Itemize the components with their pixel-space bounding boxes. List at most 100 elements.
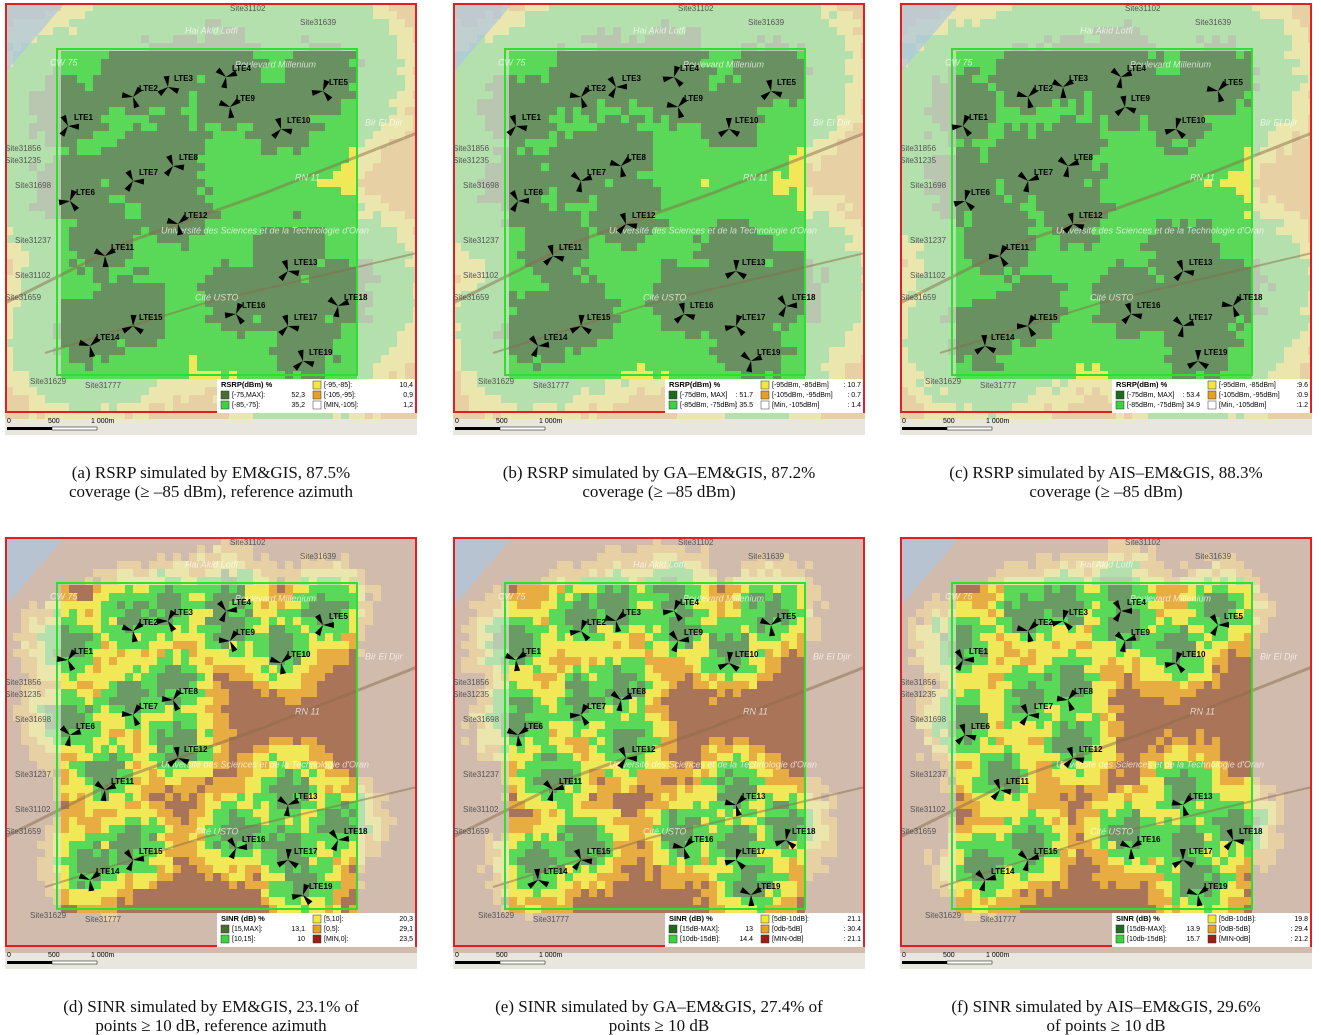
coverage-cell: [173, 235, 181, 243]
coverage-cell: [589, 147, 597, 155]
coverage-cell: [213, 91, 221, 99]
coverage-cell: [261, 203, 269, 211]
coverage-cell: [189, 251, 197, 259]
legend-swatch: [221, 391, 229, 399]
coverage-cell: [285, 339, 293, 347]
coverage-cell: [653, 339, 661, 347]
coverage-cell: [61, 331, 69, 339]
coverage-cell: [229, 243, 237, 251]
coverage-cell: [109, 403, 117, 411]
coverage-cell: [717, 211, 725, 219]
coverage-cell: [221, 211, 229, 219]
coverage-cell: [373, 251, 381, 259]
coverage-cell: [77, 235, 85, 243]
coverage-cell: [285, 195, 293, 203]
coverage-cell: [653, 75, 661, 83]
coverage-cell: [333, 147, 341, 155]
coverage-cell: [317, 51, 325, 59]
coverage-cell: [469, 259, 477, 267]
coverage-cell: [221, 323, 229, 331]
coverage-cell: [333, 251, 341, 259]
coverage-cell: [37, 35, 45, 43]
coverage-cell: [85, 51, 93, 59]
coverage-cell: [333, 331, 341, 339]
coverage-cell: [173, 51, 181, 59]
coverage-cell: [229, 323, 237, 331]
coverage-cell: [669, 59, 677, 67]
coverage-cell: [373, 91, 381, 99]
coverage-cell: [389, 27, 397, 35]
coverage-cell: [485, 107, 493, 115]
coverage-cell: [573, 211, 581, 219]
coverage-cell: [109, 51, 117, 59]
coverage-cell: [261, 211, 269, 219]
coverage-cell: [653, 283, 661, 291]
coverage-cell: [581, 347, 589, 355]
coverage-cell: [685, 267, 693, 275]
coverage-cell: [277, 51, 285, 59]
coverage-cell: [405, 235, 413, 243]
coverage-cell: [117, 27, 125, 35]
coverage-cell: [509, 163, 517, 171]
coverage-cell: [13, 355, 21, 363]
coverage-cell: [85, 275, 93, 283]
coverage-cell: [461, 67, 469, 75]
legend-title: RSRP(dBm) %: [221, 380, 273, 389]
coverage-cell: [261, 83, 269, 91]
legend-value: 52,3: [291, 392, 305, 399]
coverage-cell: [325, 171, 333, 179]
coverage-cell: [45, 27, 53, 35]
coverage-cell: [709, 275, 717, 283]
coverage-cell: [349, 195, 357, 203]
coverage-cell: [613, 115, 621, 123]
coverage-cell: [229, 363, 237, 371]
coverage-cell: [69, 219, 77, 227]
coverage-cell: [317, 139, 325, 147]
coverage-cell: [373, 227, 381, 235]
coverage-cell: [245, 123, 253, 131]
coverage-cell: [189, 195, 197, 203]
coverage-cell: [309, 243, 317, 251]
coverage-cell: [693, 203, 701, 211]
coverage-cell: [101, 83, 109, 91]
coverage-cell: [597, 275, 605, 283]
coverage-cell: [757, 107, 765, 115]
coverage-cell: [101, 267, 109, 275]
coverage-cell: [69, 251, 77, 259]
coverage-cell: [357, 27, 365, 35]
coverage-cell: [157, 115, 165, 123]
coverage-cell: [101, 11, 109, 19]
coverage-cell: [277, 235, 285, 243]
coverage-cell: [149, 355, 157, 363]
coverage-cell: [101, 187, 109, 195]
coverage-cell: [597, 155, 605, 163]
coverage-cell: [677, 171, 685, 179]
coverage-cell: [493, 107, 501, 115]
coverage-cell: [685, 347, 693, 355]
coverage-cell: [277, 107, 285, 115]
coverage-cell: [13, 331, 21, 339]
coverage-cell: [349, 355, 357, 363]
coverage-cell: [653, 67, 661, 75]
coverage-cell: [549, 123, 557, 131]
coverage-cell: [653, 331, 661, 339]
coverage-cell: [85, 131, 93, 139]
coverage-cell: [349, 75, 357, 83]
coverage-cell: [389, 131, 397, 139]
coverage-cell: [181, 203, 189, 211]
coverage-cell: [773, 147, 781, 155]
coverage-cell: [261, 331, 269, 339]
coverage-cell: [221, 235, 229, 243]
legend-swatch: [313, 391, 321, 399]
coverage-cell: [253, 131, 261, 139]
legend-swatch: [313, 401, 321, 409]
coverage-cell: [125, 115, 133, 123]
coverage-cell: [125, 211, 133, 219]
coverage-cell: [301, 147, 309, 155]
coverage-cell: [629, 107, 637, 115]
coverage-cell: [365, 251, 373, 259]
coverage-cell: [405, 291, 413, 299]
coverage-cell: [613, 243, 621, 251]
coverage-cell: [589, 59, 597, 67]
coverage-cell: [629, 11, 637, 19]
